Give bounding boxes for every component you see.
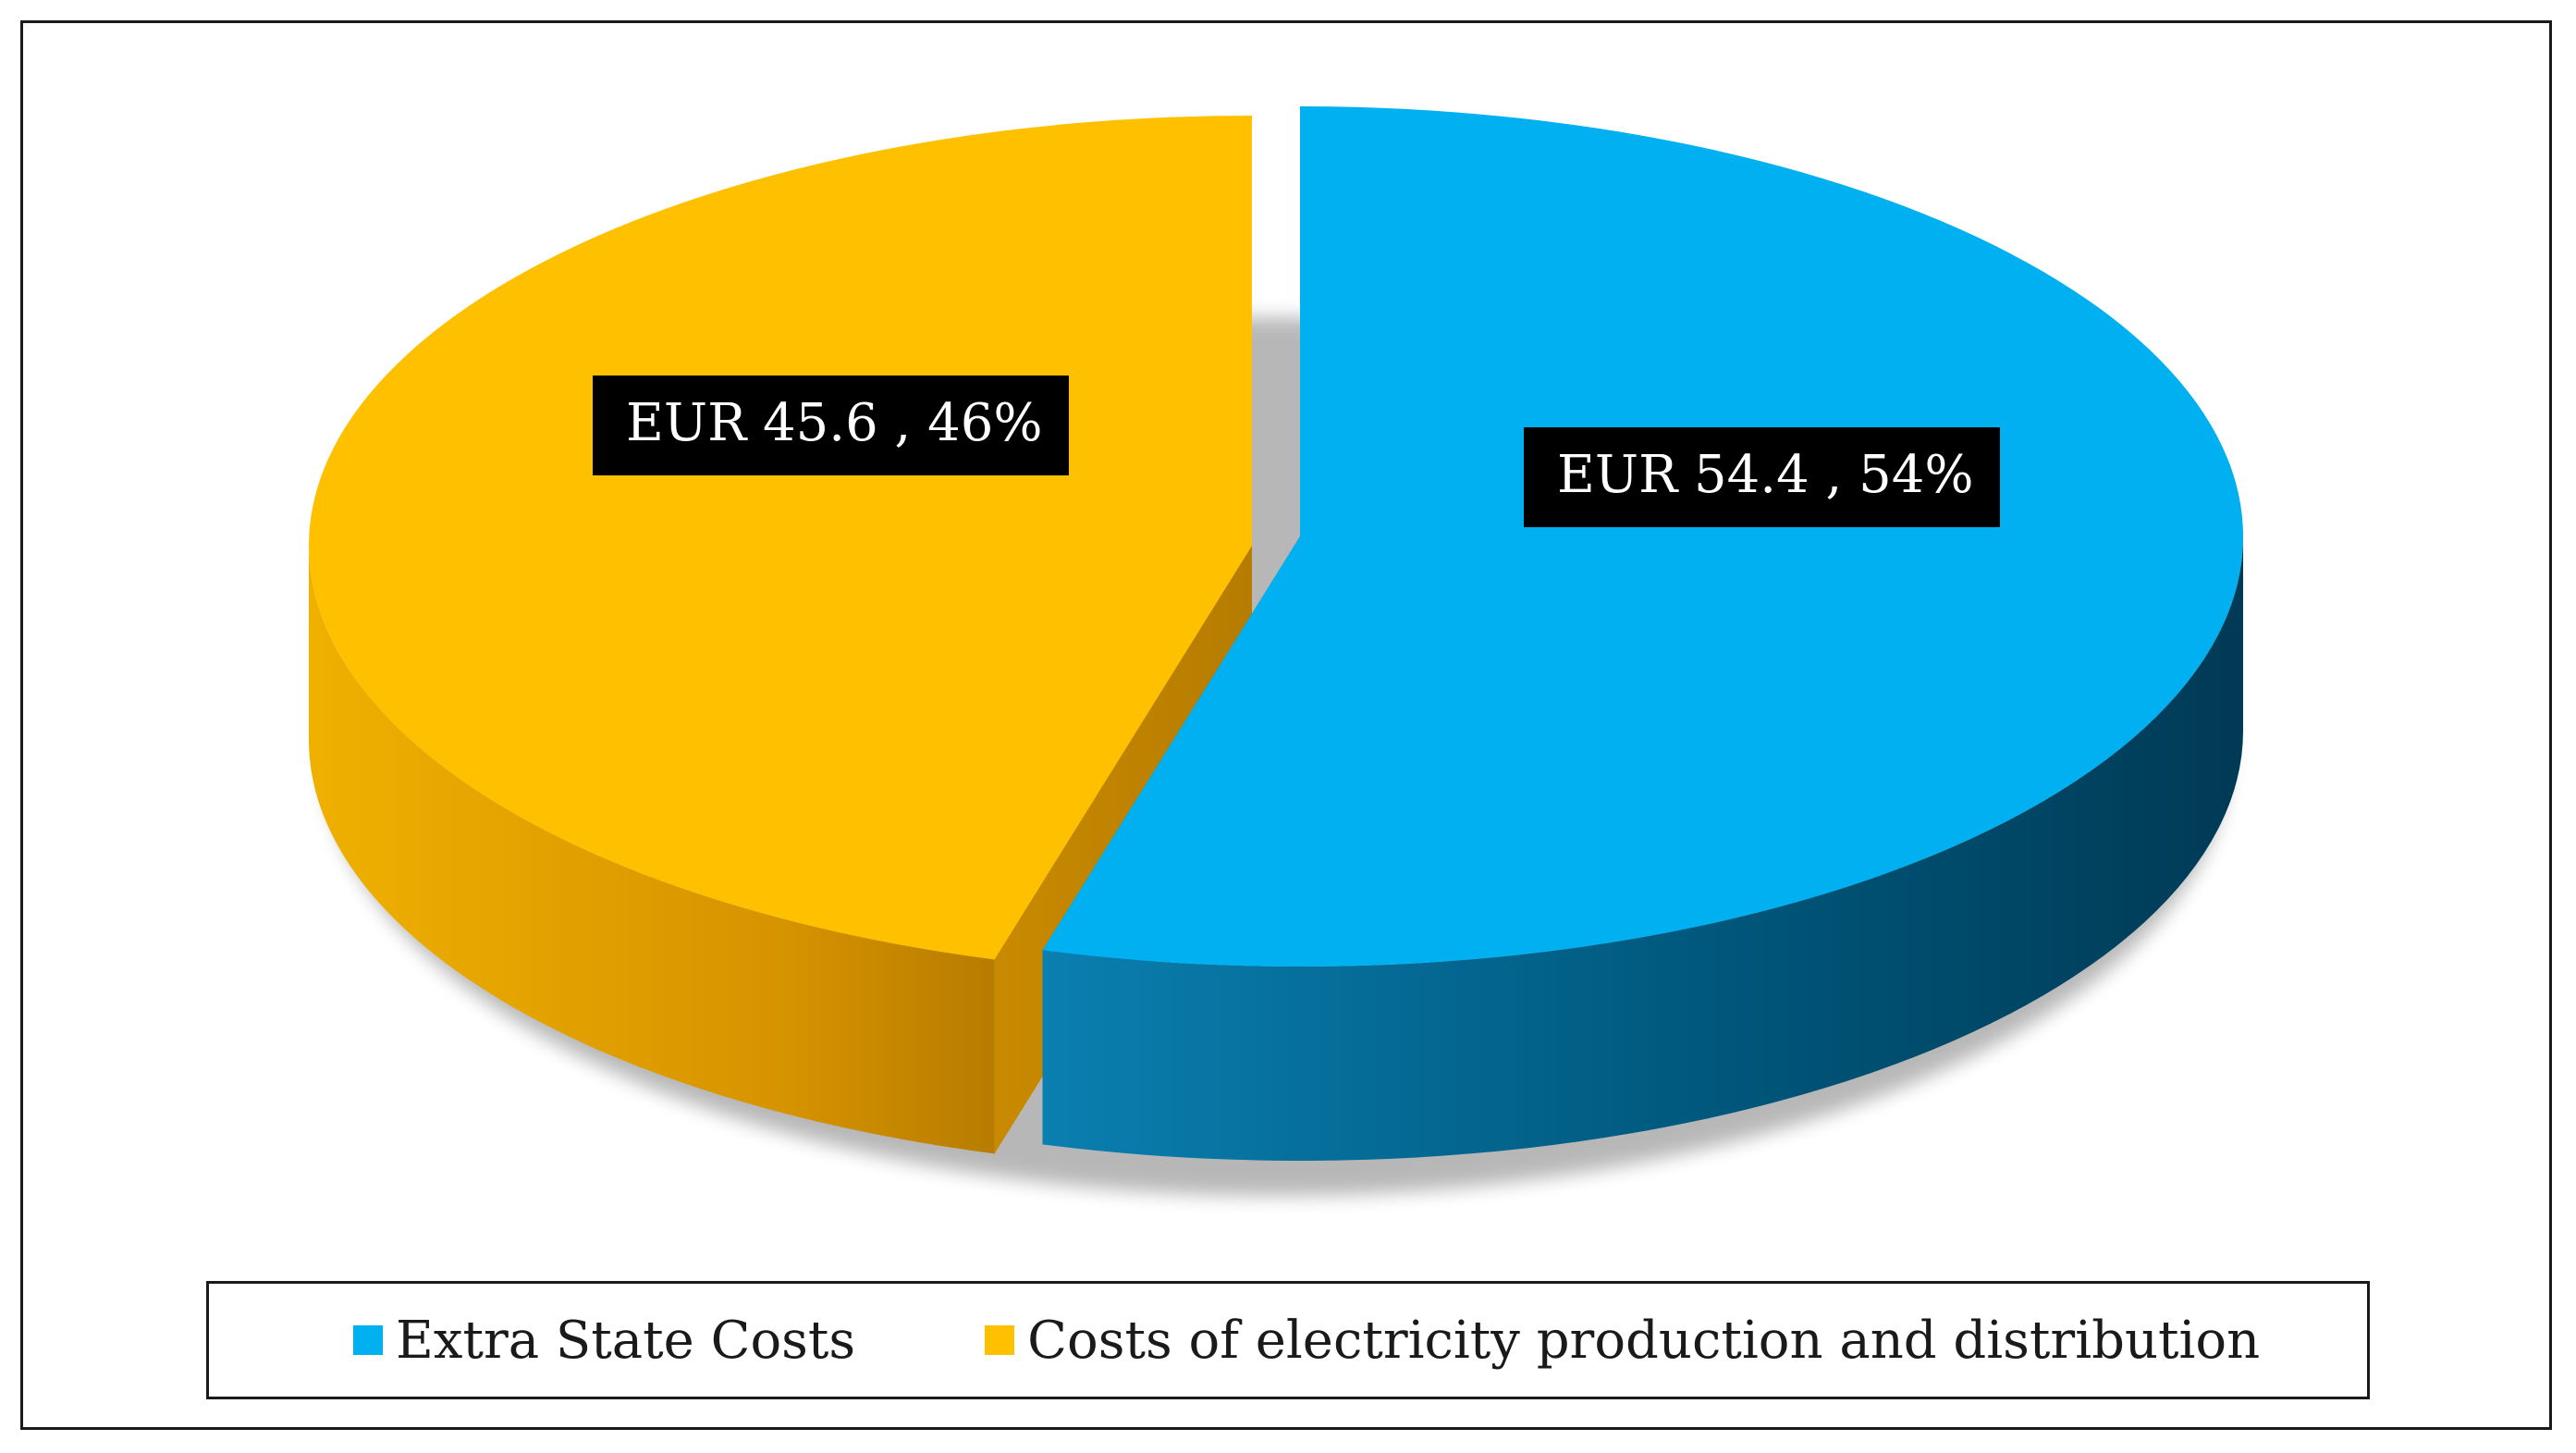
legend-item-extra-state-costs: Extra State Costs <box>353 1311 855 1371</box>
legend-item-production-distribution: Costs of electricity production and dist… <box>985 1311 2260 1371</box>
pie-slice-side-production-distribution <box>309 546 995 1154</box>
legend-label: Extra State Costs <box>396 1310 856 1371</box>
chart-frame <box>20 20 2552 1430</box>
pie-slice-extra-state-costs <box>1042 106 2243 967</box>
legend-swatch-yellow <box>985 1325 1015 1355</box>
legend-label: Costs of electricity production and dist… <box>1027 1310 2261 1371</box>
legend-swatch-blue <box>353 1325 383 1355</box>
legend: Extra State Costs Costs of electricity p… <box>206 1281 2370 1399</box>
pie-slice-side-extra-state-costs <box>1042 536 2243 1162</box>
data-label-extra-state-costs: EUR 54.4 , 54% <box>1524 427 2000 527</box>
data-label-production-distribution: EUR 45.6 , 46% <box>593 376 1069 475</box>
pie-slice-production-distribution <box>308 116 1252 960</box>
